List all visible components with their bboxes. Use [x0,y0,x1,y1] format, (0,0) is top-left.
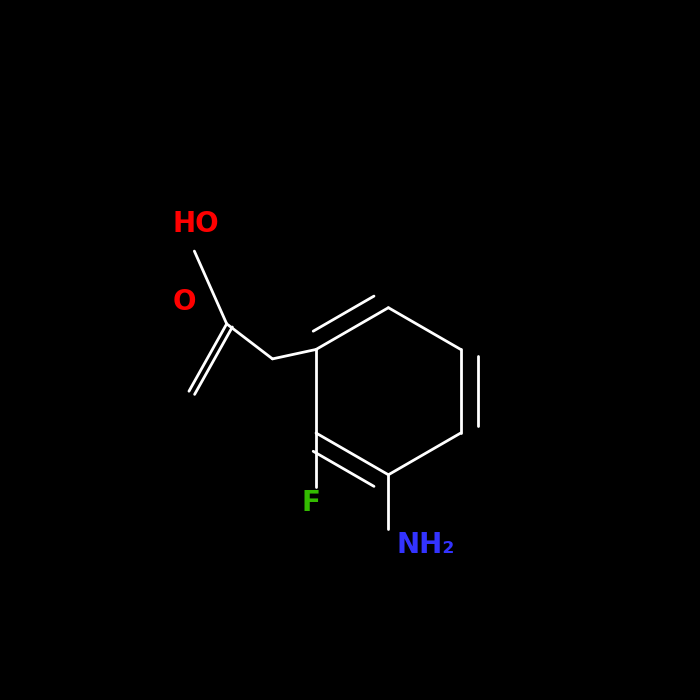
Text: F: F [301,489,320,517]
Text: HO: HO [173,210,219,238]
Text: NH₂: NH₂ [397,531,455,559]
Text: O: O [173,288,196,316]
